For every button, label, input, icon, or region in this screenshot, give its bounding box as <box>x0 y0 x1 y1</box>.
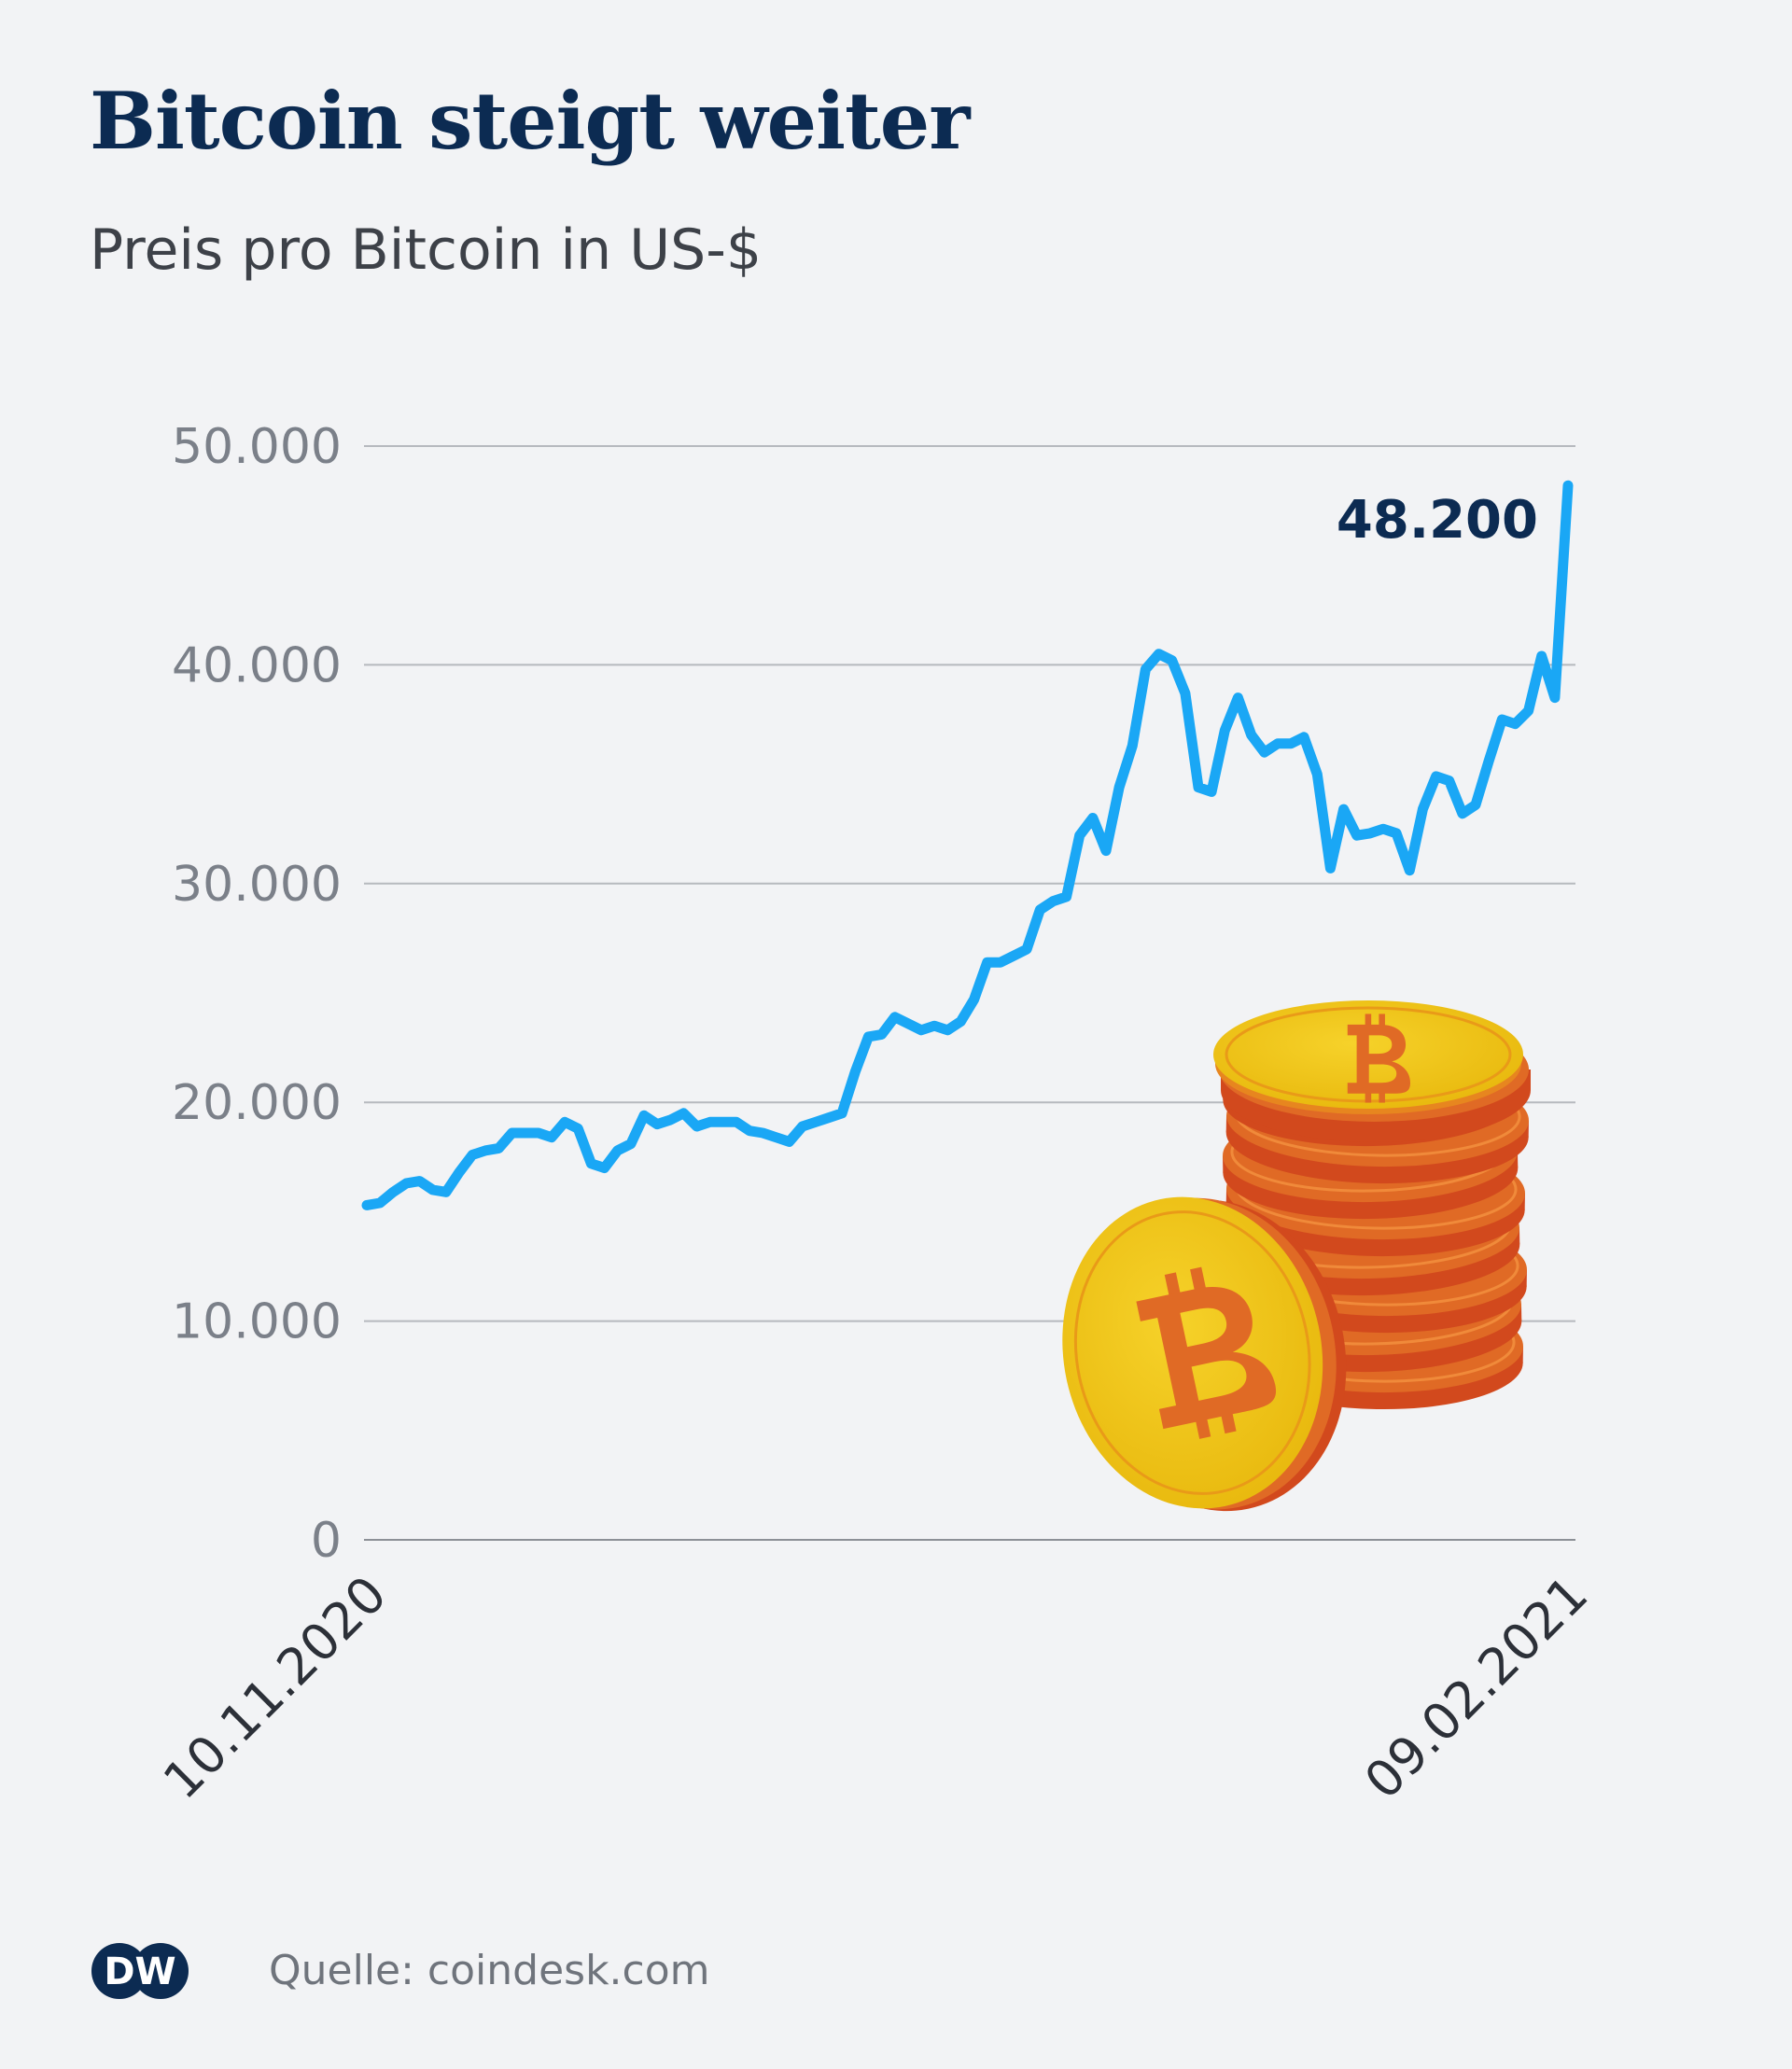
y-tick-label: 40.000 <box>172 637 342 693</box>
front-coin <box>1062 1196 1347 1512</box>
last-value-label: 48.200 <box>1337 490 1538 551</box>
y-tick-label: 20.000 <box>172 1075 342 1131</box>
chart-subtitle: Preis pro Bitcoin in US-$ <box>90 217 763 283</box>
y-tick-label: 0 <box>311 1513 342 1569</box>
dw-logo-icon: DW <box>91 1943 189 1999</box>
y-axis-ticks: 0 10.000 20.000 30.000 40.000 50.000 <box>172 419 342 1569</box>
x-axis-ticks: 10.11.2020 09.02.2021 <box>152 1565 1599 1810</box>
dw-logo-text: DW <box>104 1950 175 1993</box>
x-tick-label: 09.02.2021 <box>1353 1565 1599 1810</box>
y-tick-label: 50.000 <box>172 419 342 475</box>
bitcoin-symbol-icon <box>1347 1014 1410 1103</box>
y-tick-label: 30.000 <box>172 857 342 913</box>
x-tick-label: 10.11.2020 <box>152 1565 398 1810</box>
source-note: Quelle: coindesk.com <box>269 1947 710 1994</box>
footer-logo: DW <box>90 1941 192 2001</box>
series-line <box>361 480 1574 1210</box>
top-coin <box>1213 1000 1531 1142</box>
bitcoin-symbol-icon <box>1136 1266 1277 1439</box>
bitcoin-stack-illustration <box>1062 1000 1531 1512</box>
y-tick-label: 10.000 <box>172 1294 342 1350</box>
chart-title: Bitcoin steigt weiter <box>90 75 970 167</box>
